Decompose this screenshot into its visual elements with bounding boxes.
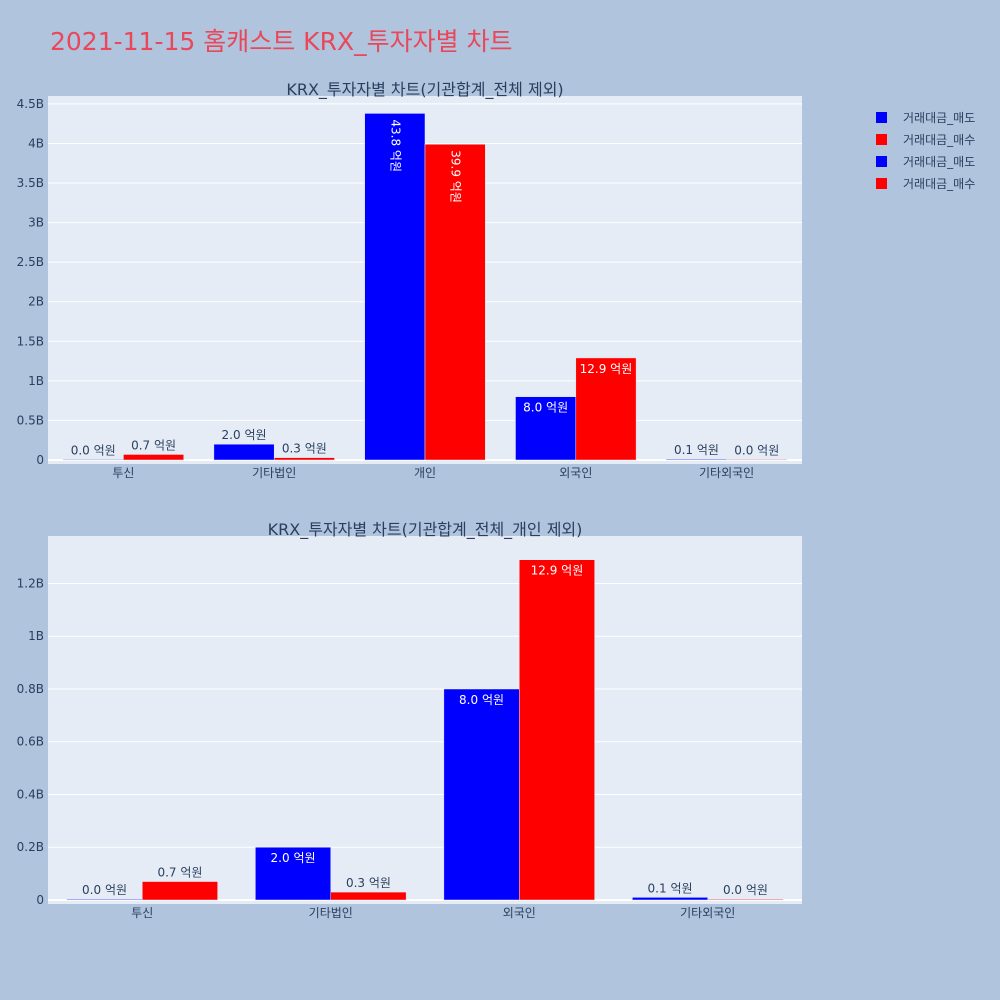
- bar: [515, 396, 577, 461]
- data-label: 0.1 억원: [648, 881, 693, 895]
- bar: [575, 357, 637, 461]
- x-tick-label: 외국인: [559, 466, 592, 480]
- legend-item[interactable]: 거래대금_매도: [876, 150, 975, 172]
- x-tick-label: 기타법인: [309, 906, 353, 920]
- chart-title: KRX_투자자별 차트(기관합계_전체 제외): [286, 80, 563, 100]
- bar: [443, 688, 520, 901]
- bar: [726, 459, 788, 461]
- bar: [519, 559, 595, 901]
- bar: [123, 454, 184, 461]
- bar: [666, 458, 727, 461]
- chart-title: KRX_투자자별 차트(기관합계_전체_개인 제외): [268, 520, 583, 540]
- y-tick-label: 0.6B: [17, 735, 44, 749]
- bar: [273, 457, 335, 461]
- x-tick-label: 기타외국인: [699, 466, 754, 480]
- data-label: 0.3 억원: [346, 876, 391, 890]
- data-label: 39.9 억원: [449, 150, 463, 203]
- y-tick-label: 1.2B: [17, 576, 44, 590]
- data-label: 0.0 억원: [734, 443, 779, 457]
- bar: [707, 898, 784, 901]
- data-label: 8.0 억원: [459, 693, 504, 707]
- data-label: 0.0 억원: [723, 883, 768, 897]
- y-tick-label: 0: [36, 893, 44, 907]
- y-tick-label: 3.5B: [17, 176, 44, 190]
- y-tick-label: 1.5B: [17, 334, 44, 348]
- y-tick-label: 0.2B: [17, 840, 44, 854]
- data-label: 43.8 억원: [388, 119, 402, 172]
- data-label: 0.0 억원: [82, 883, 127, 897]
- data-label: 12.9 억원: [580, 362, 633, 376]
- data-label: 12.9 억원: [531, 564, 584, 578]
- plot-area: [48, 536, 802, 904]
- legend-swatch: [876, 133, 887, 145]
- data-label: 0.7 억원: [131, 438, 176, 452]
- x-tick-label: 투신: [112, 466, 134, 480]
- bar: [424, 144, 486, 461]
- data-label: 2.0 억원: [271, 851, 316, 865]
- legend-label: 거래대금_매도: [903, 154, 976, 169]
- bar: [142, 881, 218, 901]
- bar: [66, 898, 143, 901]
- y-tick-label: 1B: [28, 374, 44, 388]
- legend-swatch: [876, 155, 887, 167]
- data-label: 0.3 억원: [282, 442, 327, 456]
- legend-item[interactable]: 거래대금_매수: [876, 172, 975, 194]
- y-tick-label: 0.4B: [17, 787, 44, 801]
- y-tick-label: 0.8B: [17, 682, 44, 696]
- page-title: 2021-11-15 홈캐스트 KRX_투자자별 차트: [50, 27, 513, 56]
- legend-item[interactable]: 거래대금_매수: [876, 128, 975, 150]
- legend-item[interactable]: 거래대금_매도: [876, 106, 975, 128]
- x-tick-label: 기타외국인: [680, 906, 735, 920]
- bar: [255, 846, 332, 901]
- bar: [364, 113, 426, 461]
- bar: [213, 443, 275, 461]
- y-tick-label: 2.5B: [17, 255, 44, 269]
- y-tick-label: 2B: [28, 295, 44, 309]
- data-label: 0.7 억원: [157, 866, 202, 880]
- y-tick-label: 1B: [28, 629, 44, 643]
- data-label: 8.0 억원: [523, 401, 568, 415]
- data-label: 0.0 억원: [71, 443, 116, 457]
- y-tick-label: 0.5B: [17, 413, 44, 427]
- bar: [330, 891, 407, 901]
- legend-label: 거래대금_매도: [903, 110, 976, 125]
- y-tick-label: 3B: [28, 216, 44, 230]
- bar: [632, 897, 708, 901]
- legend-swatch: [876, 111, 887, 123]
- data-label: 0.1 억원: [674, 443, 719, 457]
- y-tick-label: 0: [36, 453, 44, 467]
- legend-label: 거래대금_매수: [903, 176, 976, 191]
- x-tick-label: 외국인: [503, 906, 536, 920]
- x-tick-label: 기타법인: [252, 466, 296, 480]
- y-tick-label: 4B: [28, 136, 44, 150]
- legend-swatch: [876, 177, 887, 189]
- x-tick-label: 개인: [414, 466, 436, 480]
- y-tick-label: 4.5B: [17, 97, 44, 111]
- legend: 거래대금_매도 거래대금_매수 거래대금_매도 거래대금_매수: [876, 106, 975, 194]
- bar: [62, 459, 124, 461]
- data-label: 2.0 억원: [222, 428, 267, 442]
- legend-label: 거래대금_매수: [903, 132, 976, 147]
- x-tick-label: 투신: [131, 906, 153, 920]
